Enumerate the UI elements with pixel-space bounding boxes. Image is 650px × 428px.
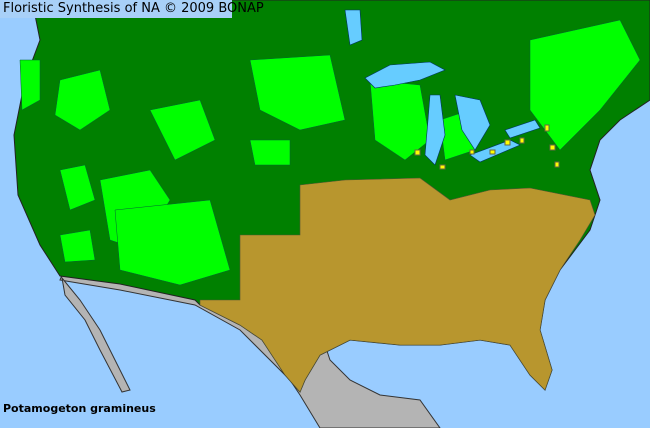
lake-ontario [504, 119, 541, 139]
map-title: Floristic Synthesis of NA © 2009 BONAP [0, 0, 264, 18]
species-name: Potamogeton gramineus [3, 402, 156, 415]
present-county-patches [19, 19, 641, 286]
lake-michigan [424, 94, 446, 166]
absent-southeast-region [199, 177, 596, 393]
lake-huron [454, 94, 491, 151]
rare-county-markers [414, 124, 560, 170]
baja-peninsula [61, 276, 131, 393]
lake-winnipeg [344, 9, 363, 46]
lakes [344, 9, 541, 166]
lake-superior [364, 61, 446, 89]
